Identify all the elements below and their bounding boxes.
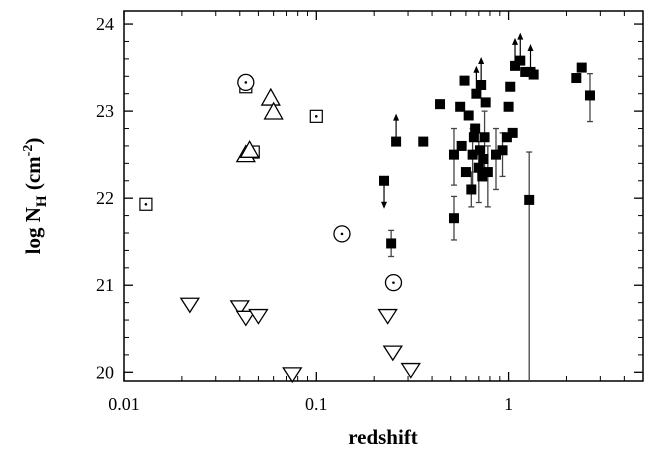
- filled-square-point: [480, 97, 491, 108]
- triangle-down-point: [282, 367, 303, 384]
- x-tick-label: 0.01: [108, 394, 140, 414]
- x-tick-label: 1: [504, 394, 513, 414]
- filled-square-point: [571, 73, 582, 84]
- x-tick-label: 0.1: [305, 394, 328, 414]
- triangle-up-point: [263, 101, 284, 120]
- ticks: [123, 11, 643, 381]
- tick-labels: 0.01 0.1 1 20 21 22 23 24: [96, 14, 513, 414]
- open-circle-point-dot: [340, 232, 344, 236]
- filled-square-point: [471, 88, 482, 99]
- filled-square-point: [474, 145, 485, 156]
- filled-square-point: [476, 80, 487, 90]
- filled-square-point: [468, 132, 479, 143]
- open-circle-point-dot: [392, 281, 395, 284]
- filled-square-point: [505, 81, 516, 92]
- triangle-down-point: [179, 297, 201, 314]
- plot-frame: [123, 10, 644, 382]
- filled-square-point: [497, 145, 508, 156]
- filled-square-point: [473, 162, 484, 173]
- filled-square-point: [478, 154, 489, 164]
- filled-square-point: [467, 149, 478, 160]
- filled-square-point: [386, 238, 397, 249]
- y-tick-label: 24: [96, 14, 114, 34]
- filled-square-point: [456, 140, 467, 151]
- limit-arrow-head: [381, 201, 388, 209]
- filled-square-point: [479, 132, 490, 143]
- triangle-down-point: [248, 308, 269, 325]
- limit-arrow-head: [527, 43, 534, 51]
- filled-square-point: [477, 171, 488, 182]
- x-axis-title: redshift: [348, 425, 418, 449]
- filled-square-point: [466, 184, 477, 195]
- filled-square-point: [584, 90, 595, 101]
- limit-arrow-head: [473, 65, 480, 73]
- filled-square-point: [455, 101, 466, 112]
- y-axis-title-sub: H: [34, 195, 50, 207]
- open-circle-point-dot: [244, 81, 248, 84]
- triangle-down-point: [382, 345, 404, 362]
- y-tick-label: 23: [96, 101, 114, 121]
- filled-square-point: [470, 123, 481, 134]
- filled-square-point: [520, 66, 531, 77]
- filled-square-point: [459, 75, 470, 86]
- y-axis-title-main: log N: [21, 207, 45, 254]
- triangle-up-point: [239, 139, 260, 158]
- y-axis-title: log NH (cm-2): [21, 138, 50, 255]
- markers: [139, 55, 595, 384]
- triangle-down-point: [235, 310, 257, 327]
- filled-square-point: [391, 136, 402, 147]
- y-axis-title-unit: (cm: [21, 156, 45, 196]
- y-tick-label: 22: [96, 188, 114, 208]
- open-square-point-dot: [144, 202, 148, 206]
- filled-square-point: [435, 99, 446, 110]
- filled-square-point: [379, 175, 390, 186]
- filled-square-point: [528, 69, 539, 80]
- filled-square-point: [524, 194, 535, 205]
- filled-square-point: [460, 167, 471, 178]
- filled-square-point: [510, 60, 521, 71]
- triangle-down-point: [400, 362, 421, 379]
- filled-square-point: [482, 167, 493, 178]
- limit-arrow-head: [478, 57, 485, 64]
- y-axis-title-unit-close: ): [21, 138, 45, 145]
- filled-square-point: [507, 127, 518, 138]
- error-bars: [381, 32, 593, 381]
- open-square-point-dot: [314, 115, 318, 118]
- y-tick-label: 21: [96, 275, 114, 295]
- filled-square-point: [501, 132, 512, 143]
- limit-arrow-head: [512, 37, 519, 45]
- limit-arrow-head: [517, 32, 524, 40]
- triangle-down-point: [377, 308, 398, 325]
- limit-arrow-head: [393, 113, 400, 121]
- filled-square-point: [418, 136, 429, 147]
- filled-square-point: [515, 55, 526, 66]
- filled-square-point: [576, 62, 587, 73]
- y-tick-label: 20: [96, 362, 114, 382]
- y-axis-title-unit-sup: -2: [21, 145, 36, 157]
- filled-square-point: [463, 110, 474, 121]
- triangle-down-point: [229, 300, 250, 317]
- filled-square-point: [503, 101, 514, 112]
- filled-square-point: [490, 149, 501, 160]
- filled-square-point: [448, 213, 459, 224]
- filled-square-point: [448, 149, 459, 160]
- triangle-up-point: [260, 87, 281, 106]
